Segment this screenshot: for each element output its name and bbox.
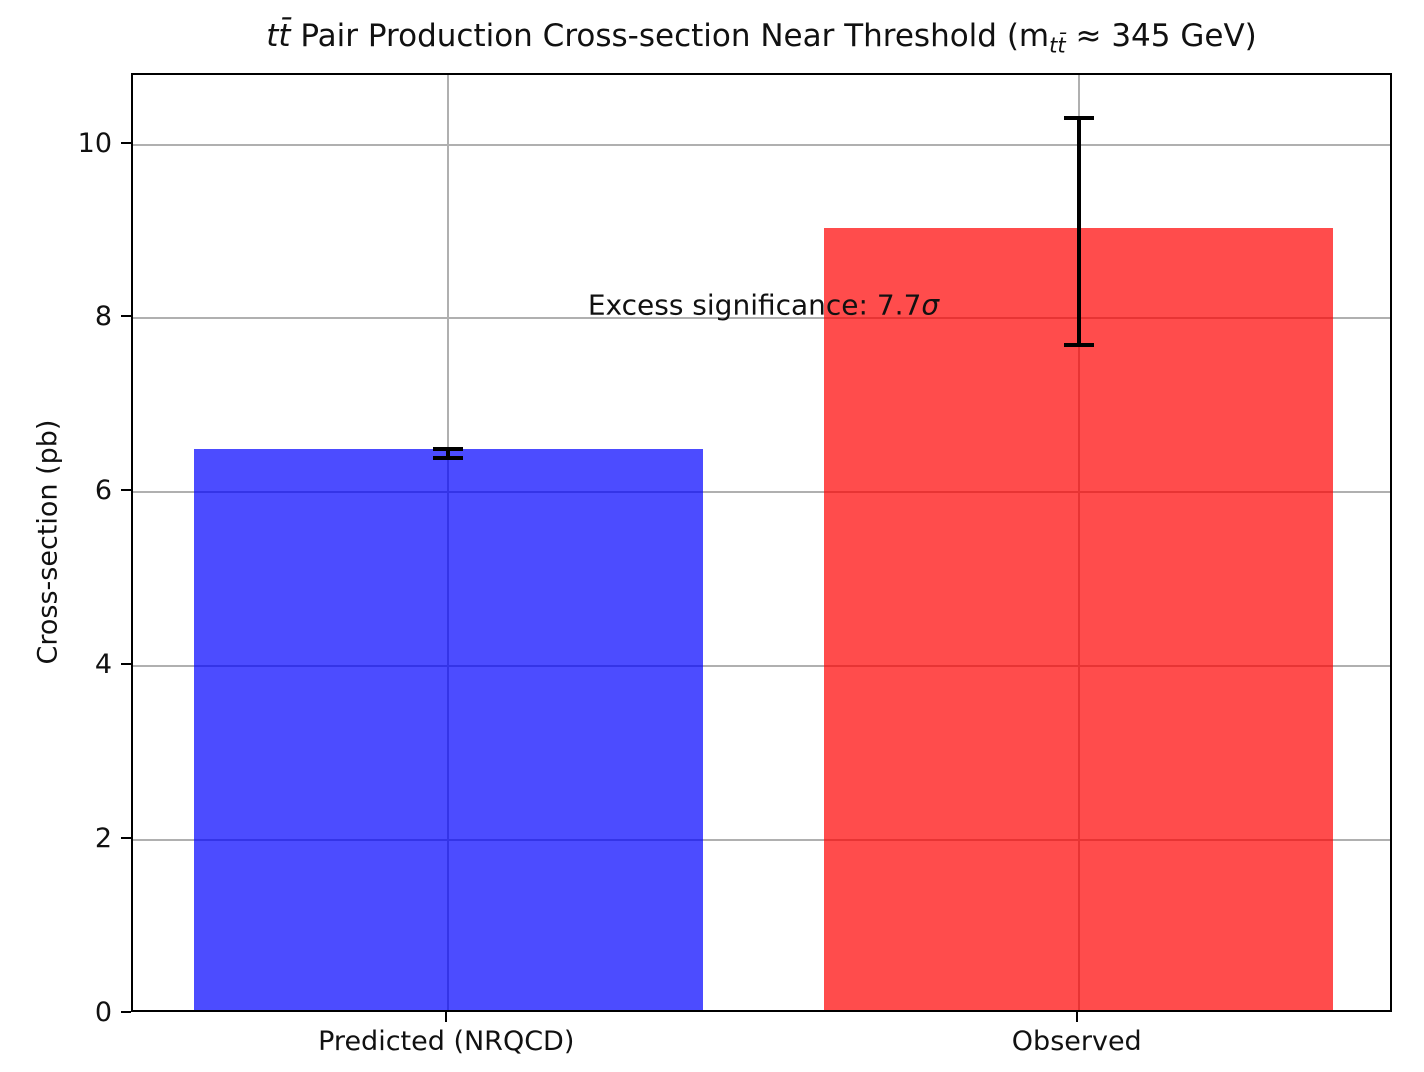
horizontal-gridline <box>133 317 1390 320</box>
y-tick-label: 8 <box>94 301 112 333</box>
y-tick-label: 4 <box>94 649 112 681</box>
excess-significance-annotation: Excess significance: 7.7σ <box>588 289 939 322</box>
annotation-sigma: σ <box>921 288 940 322</box>
y-tick-mark <box>121 837 131 840</box>
x-tick-mark <box>1075 1012 1078 1022</box>
y-tick-mark <box>121 663 131 666</box>
x-tick-mark <box>445 1012 448 1022</box>
chart-title: tt̄ Pair Production Cross-section Near T… <box>131 18 1392 58</box>
y-tick-mark <box>121 141 131 144</box>
y-tick-mark <box>121 315 131 318</box>
error-bar-cap <box>1063 116 1094 121</box>
y-axis-label: Cross-section (pb) <box>32 419 64 665</box>
error-bar-cap <box>433 455 464 460</box>
y-tick-label: 2 <box>94 823 112 855</box>
y-tick-label: 6 <box>94 475 112 507</box>
plot-area: Excess significance: 7.7σ <box>131 73 1392 1012</box>
x-tick-label: Predicted (NRQCD) <box>318 1026 575 1057</box>
error-bar-line <box>1076 118 1081 345</box>
title-ttbar-math: tt̄ <box>266 18 291 54</box>
y-tick-label: 0 <box>94 997 112 1028</box>
x-tick-label: Observed <box>1011 1026 1142 1057</box>
horizontal-gridline <box>133 839 1390 842</box>
y-tick-label: 10 <box>77 127 112 159</box>
title-subscript: tt̄ <box>1049 32 1066 58</box>
y-tick-mark <box>121 1011 131 1013</box>
horizontal-gridline <box>133 491 1390 494</box>
bar-predicted-nrqcd <box>193 449 703 1010</box>
y-tick-mark <box>121 489 131 492</box>
horizontal-gridline <box>133 665 1390 668</box>
error-bar-cap <box>433 446 464 451</box>
horizontal-gridline <box>133 143 1390 146</box>
title-suffix: ≈ 345 GeV) <box>1065 18 1257 54</box>
annotation-text: Excess significance: 7.7 <box>587 288 922 322</box>
error-bar-cap <box>1063 342 1094 347</box>
error-bar-line <box>446 448 451 458</box>
title-text: Pair Production Cross-section Near Thres… <box>290 18 1050 54</box>
bar-observed <box>824 227 1334 1010</box>
